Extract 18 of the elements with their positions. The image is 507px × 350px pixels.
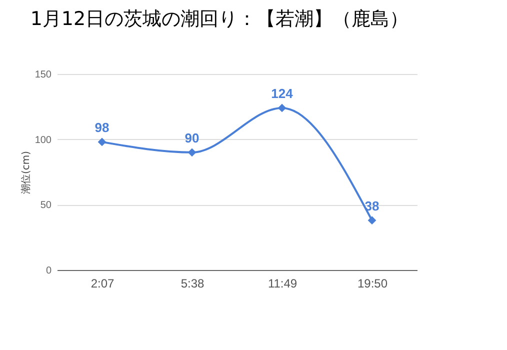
y-tick-label: 150 [34, 70, 52, 80]
y-tick-label: 0 [46, 266, 52, 276]
point [368, 216, 376, 225]
data-label: 38 [364, 198, 380, 214]
point [188, 148, 196, 157]
y-tick-label: 100 [34, 134, 52, 146]
point [278, 104, 286, 112]
x-tick-label: 19:50 [357, 276, 388, 290]
point [98, 138, 106, 146]
data-label: 124 [271, 86, 294, 101]
data-label: 98 [94, 120, 110, 135]
chart-title: 1月12日の茨城の潮回り：【若潮】（鹿島） [30, 8, 409, 30]
x-tick-label: 11:49 [268, 276, 298, 290]
x-tick-label: 5:38 [180, 276, 204, 290]
y-tick-label: 50 [40, 200, 52, 212]
y-axis-title: 潮位(cm) [20, 150, 32, 194]
data-label: 90 [184, 130, 200, 146]
x-tick-label: 2:07 [90, 276, 114, 290]
